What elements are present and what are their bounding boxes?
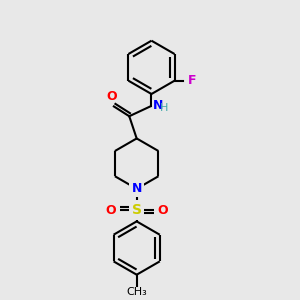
- Text: N: N: [153, 99, 163, 112]
- Text: S: S: [132, 203, 142, 217]
- Text: O: O: [158, 204, 168, 217]
- Text: O: O: [105, 204, 116, 217]
- Text: O: O: [106, 90, 117, 103]
- Text: F: F: [188, 74, 196, 87]
- Text: H: H: [160, 103, 168, 113]
- Text: N: N: [131, 182, 142, 195]
- Text: CH₃: CH₃: [126, 287, 147, 297]
